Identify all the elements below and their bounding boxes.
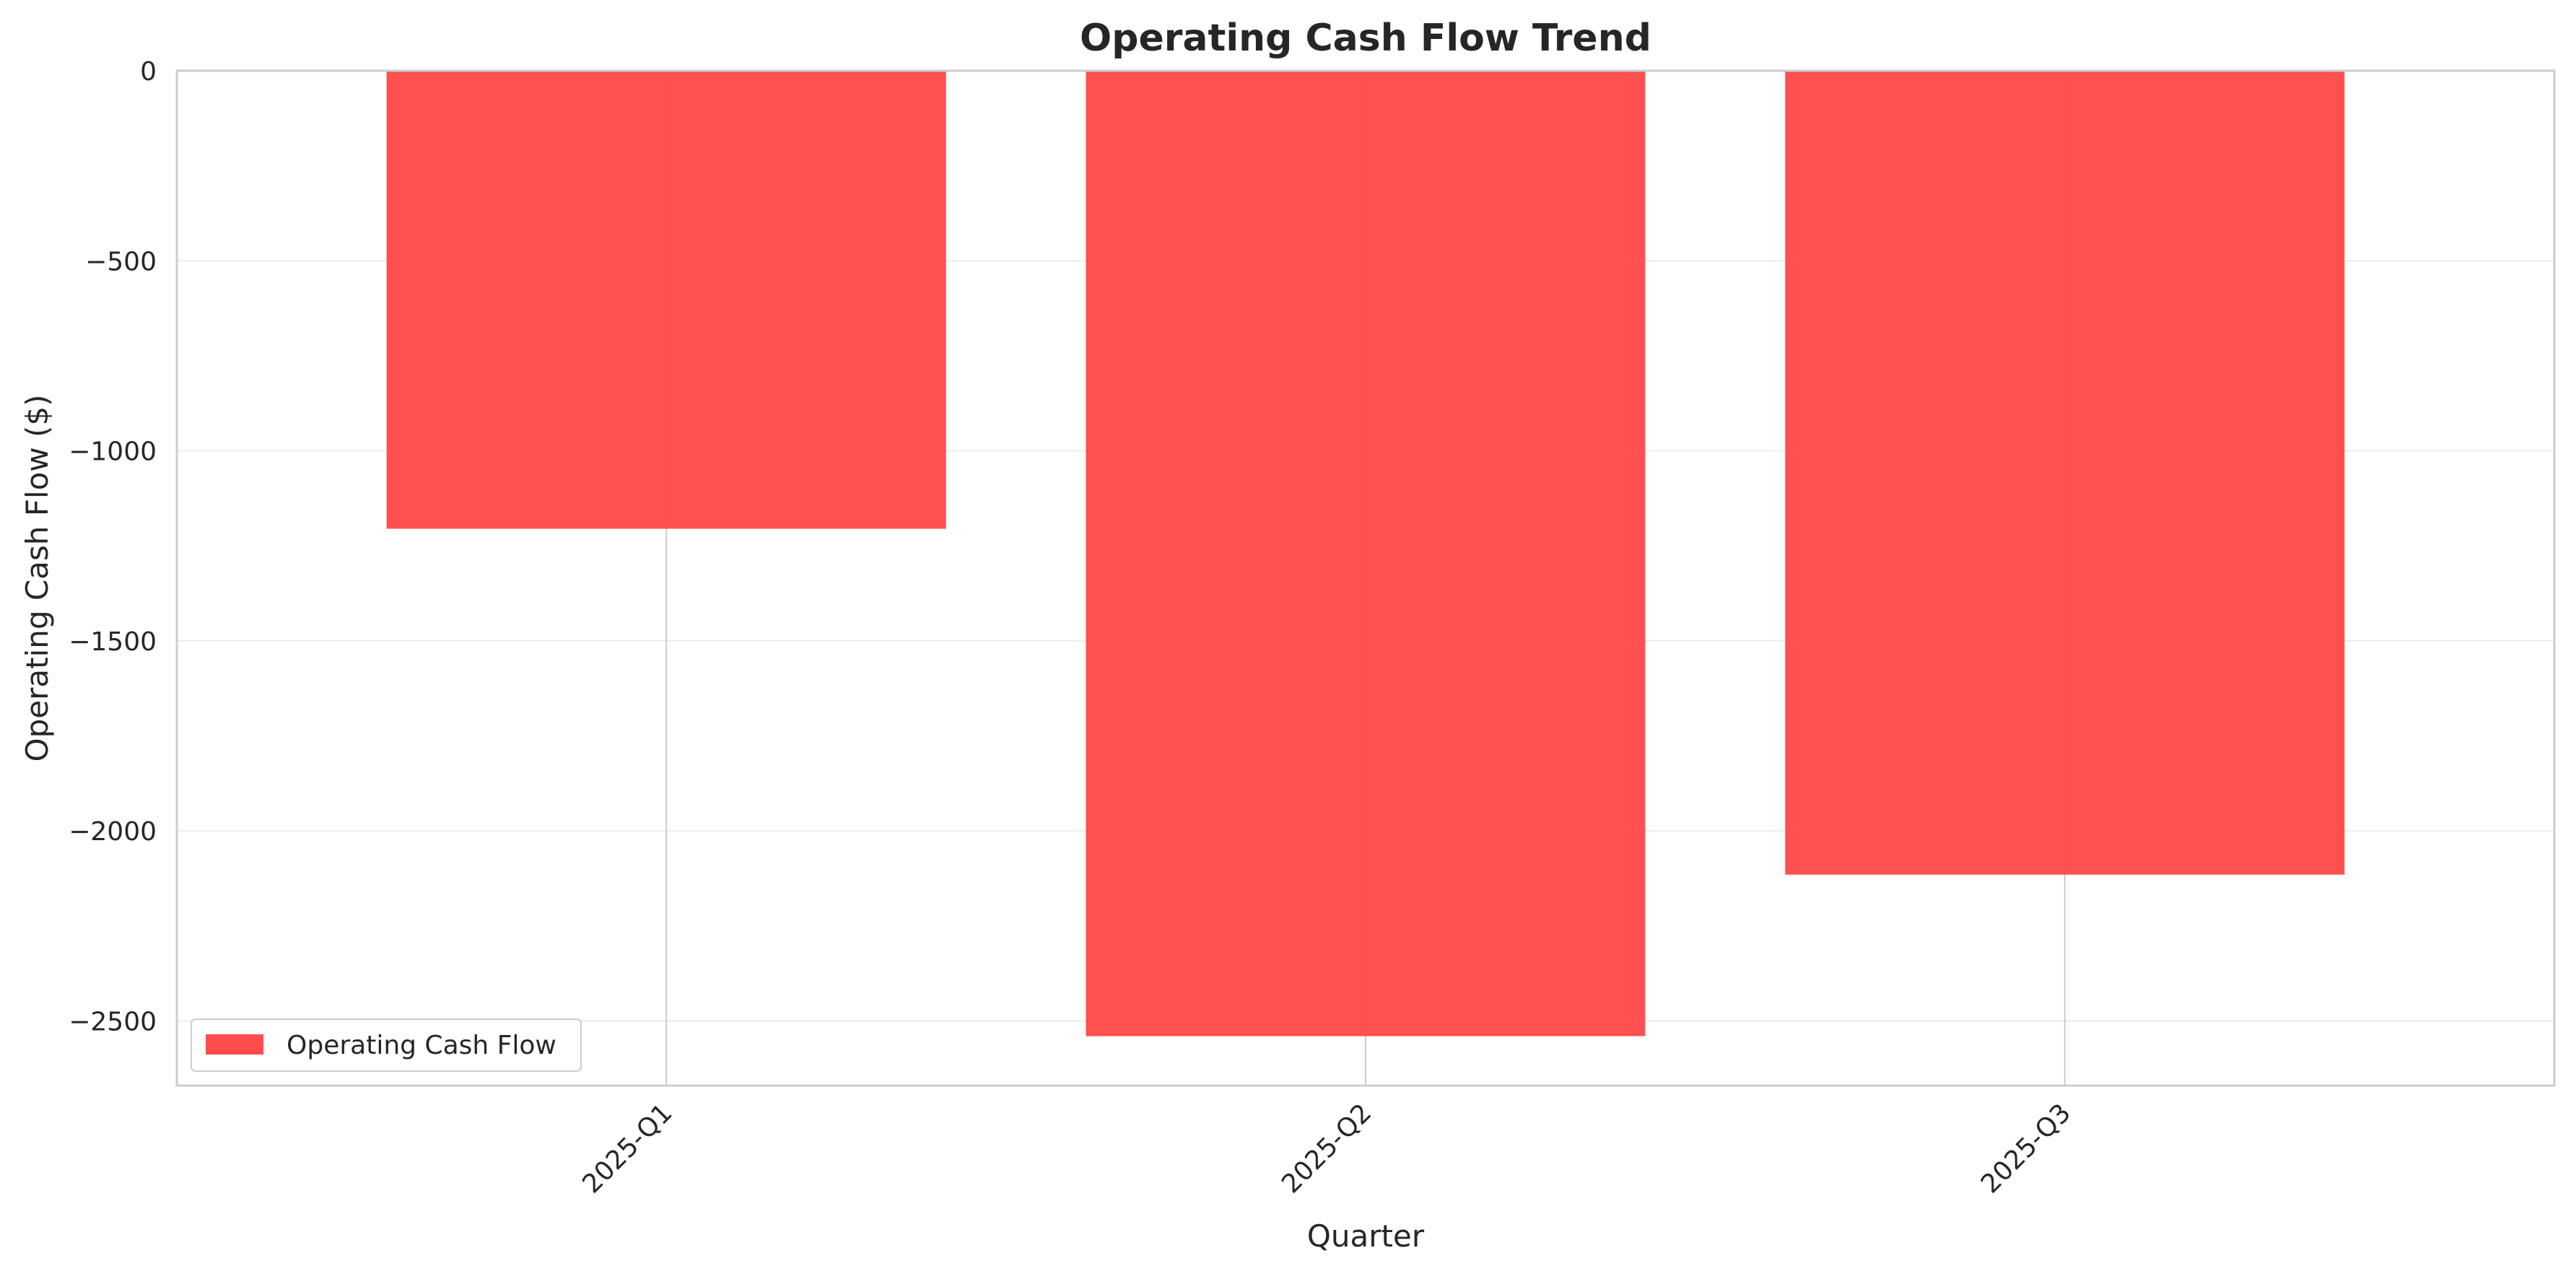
y-tick-label: −1000 — [69, 437, 157, 467]
legend-label: Operating Cash Flow — [287, 1031, 556, 1060]
y-tick-label: −500 — [85, 247, 157, 276]
y-tick-label: −2000 — [69, 817, 157, 847]
bar-2025-q3 — [1785, 71, 2345, 875]
y-axis-label: Operating Cash Flow ($) — [19, 395, 55, 762]
y-axis-ticks: 0 −500 −1000 −1500 −2000 −2500 — [69, 57, 157, 1036]
y-tick-label: 0 — [140, 57, 157, 87]
y-tick-label: −2500 — [69, 1007, 157, 1036]
legend: Operating Cash Flow — [191, 1018, 582, 1072]
bar-2025-q2 — [1086, 71, 1646, 1036]
x-axis-label: Quarter — [1307, 1218, 1425, 1254]
legend-box — [191, 1018, 582, 1072]
bar-2025-q1 — [386, 71, 946, 529]
y-tick-label: −1500 — [69, 627, 157, 657]
plot-frame — [175, 69, 2556, 1087]
chart-title: Operating Cash Flow Trend — [1080, 17, 1651, 60]
legend-swatch — [206, 1034, 263, 1055]
bars — [386, 71, 2345, 1036]
